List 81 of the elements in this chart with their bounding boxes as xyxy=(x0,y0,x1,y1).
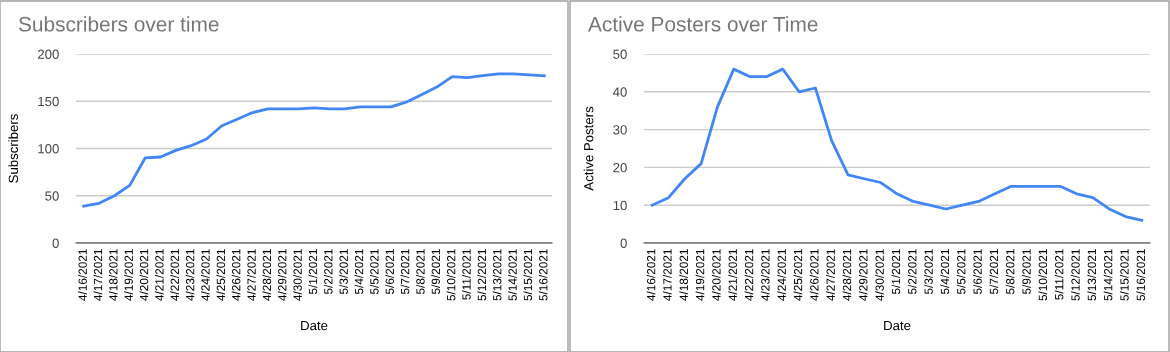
y-tick-label: 40 xyxy=(612,87,627,97)
x-axis-title: Date xyxy=(301,321,328,331)
x-tick-label: 5/8/2021 xyxy=(1005,249,1015,295)
x-tick-label: 4/16/2021 xyxy=(646,249,656,301)
x-tick-label: 5/9/2021 xyxy=(1022,249,1031,295)
x-tick-label: 5/16/2021 xyxy=(1136,249,1146,301)
y-tick-label: 20 xyxy=(613,162,627,173)
x-tick-label: 4/19/2021 xyxy=(695,249,705,301)
x-tick-label: 4/26/2021 xyxy=(809,249,819,301)
chart-title: Subscribers over time xyxy=(18,16,219,32)
x-tick-label: 5/14/2021 xyxy=(508,249,517,301)
x-tick-label: 4/21/2021 xyxy=(154,249,164,301)
x-tick-label: 5/16/2021 xyxy=(538,249,548,301)
y-tick-label: 0 xyxy=(620,238,627,248)
x-tick-label: 5/9/2021 xyxy=(431,249,441,295)
x-tick-label: 5/6/2021 xyxy=(385,249,394,295)
x-tick-label: 4/21/2021 xyxy=(728,249,737,301)
x-tick-label: 5/13/2021 xyxy=(492,249,502,301)
x-tick-label: 5/5/2021 xyxy=(369,249,379,295)
x-tick-label: 4/23/2021 xyxy=(760,249,770,301)
x-tick-label: 5/5/2021 xyxy=(956,249,966,295)
x-tick-label: 5/1/2021 xyxy=(891,249,901,295)
line-series xyxy=(650,67,1144,222)
x-tick-label: 4/25/2021 xyxy=(793,249,803,301)
x-tick-label: 4/17/2021 xyxy=(93,249,103,301)
x-tick-label: 4/18/2021 xyxy=(108,249,118,301)
x-tick-label: 5/11/2021 xyxy=(462,249,471,300)
x-tick-label: 5/2/2021 xyxy=(323,249,333,295)
x-tick-label: 5/8/2021 xyxy=(415,249,425,295)
x-tick-label: 4/29/2021 xyxy=(858,249,868,301)
x-tick-label: 5/7/2021 xyxy=(400,249,410,295)
x-tick-label: 4/22/2021 xyxy=(744,249,754,301)
x-tick-label: 4/27/2021 xyxy=(247,249,256,301)
x-tick-label: 5/14/2021 xyxy=(1103,249,1113,301)
x-tick-label: 4/20/2021 xyxy=(711,249,721,301)
x-tick-label: 4/28/2021 xyxy=(262,249,272,301)
x-tick-label: 4/20/2021 xyxy=(139,249,149,301)
y-tick-label: 200 xyxy=(37,49,59,59)
x-axis-title: Date xyxy=(884,321,911,331)
x-tick-label: 5/7/2021 xyxy=(989,249,999,295)
x-tick-label: 4/22/2021 xyxy=(170,249,179,301)
x-tick-label: 5/15/2021 xyxy=(1120,249,1129,301)
x-tick-label: 4/25/2021 xyxy=(216,249,226,301)
x-tick-label: 5/3/2021 xyxy=(339,249,348,295)
x-tick-label: 5/4/2021 xyxy=(940,249,950,295)
y-axis-title: Subscribers xyxy=(8,114,19,183)
y-tick-label: 0 xyxy=(52,238,59,248)
y-tick-label: 50 xyxy=(613,49,627,59)
x-tick-label: 5/2/2021 xyxy=(907,249,917,295)
x-tick-label: 4/16/2021 xyxy=(78,249,87,301)
x-tick-label: 5/12/2021 xyxy=(1071,249,1080,301)
y-axis-title: Active Posters xyxy=(583,106,594,191)
x-tick-label: 4/18/2021 xyxy=(679,249,688,301)
chart-title: Active Posters over Time xyxy=(588,16,818,32)
x-tick-label: 5/3/2021 xyxy=(924,249,933,295)
x-tick-label: 4/29/2021 xyxy=(277,249,287,301)
y-tick-label: 150 xyxy=(38,96,59,107)
x-tick-label: 4/19/2021 xyxy=(124,249,133,301)
x-tick-label: 4/30/2021 xyxy=(875,249,884,301)
x-tick-label: 5/6/2021 xyxy=(973,249,982,295)
y-tick-label: 50 xyxy=(45,191,59,201)
x-tick-label: 5/4/2021 xyxy=(354,249,364,295)
y-tick-label: 100 xyxy=(38,144,59,154)
x-tick-label: 5/13/2021 xyxy=(1087,249,1097,301)
x-tick-label: 5/12/2021 xyxy=(477,249,487,301)
y-tick-label: 10 xyxy=(613,200,627,211)
x-tick-label: 4/23/2021 xyxy=(185,249,195,301)
x-tick-label: 4/26/2021 xyxy=(231,249,241,301)
y-tick-label: 30 xyxy=(613,125,627,135)
x-tick-label: 5/10/2021 xyxy=(1038,249,1048,301)
x-tick-label: 5/15/2021 xyxy=(523,249,533,301)
x-tick-label: 4/28/2021 xyxy=(842,249,852,301)
x-tick-label: 4/27/2021 xyxy=(826,249,835,301)
x-tick-label: 5/10/2021 xyxy=(446,249,456,301)
x-tick-label: 4/24/2021 xyxy=(201,249,210,301)
x-tick-label: 5/11/2021 xyxy=(1054,249,1064,300)
x-tick-label: 4/24/2021 xyxy=(777,249,786,301)
x-tick-label: 5/1/2021 xyxy=(308,249,318,295)
x-tick-label: 4/17/2021 xyxy=(662,249,672,301)
line-series xyxy=(82,72,546,208)
x-tick-label: 4/30/2021 xyxy=(293,249,302,301)
